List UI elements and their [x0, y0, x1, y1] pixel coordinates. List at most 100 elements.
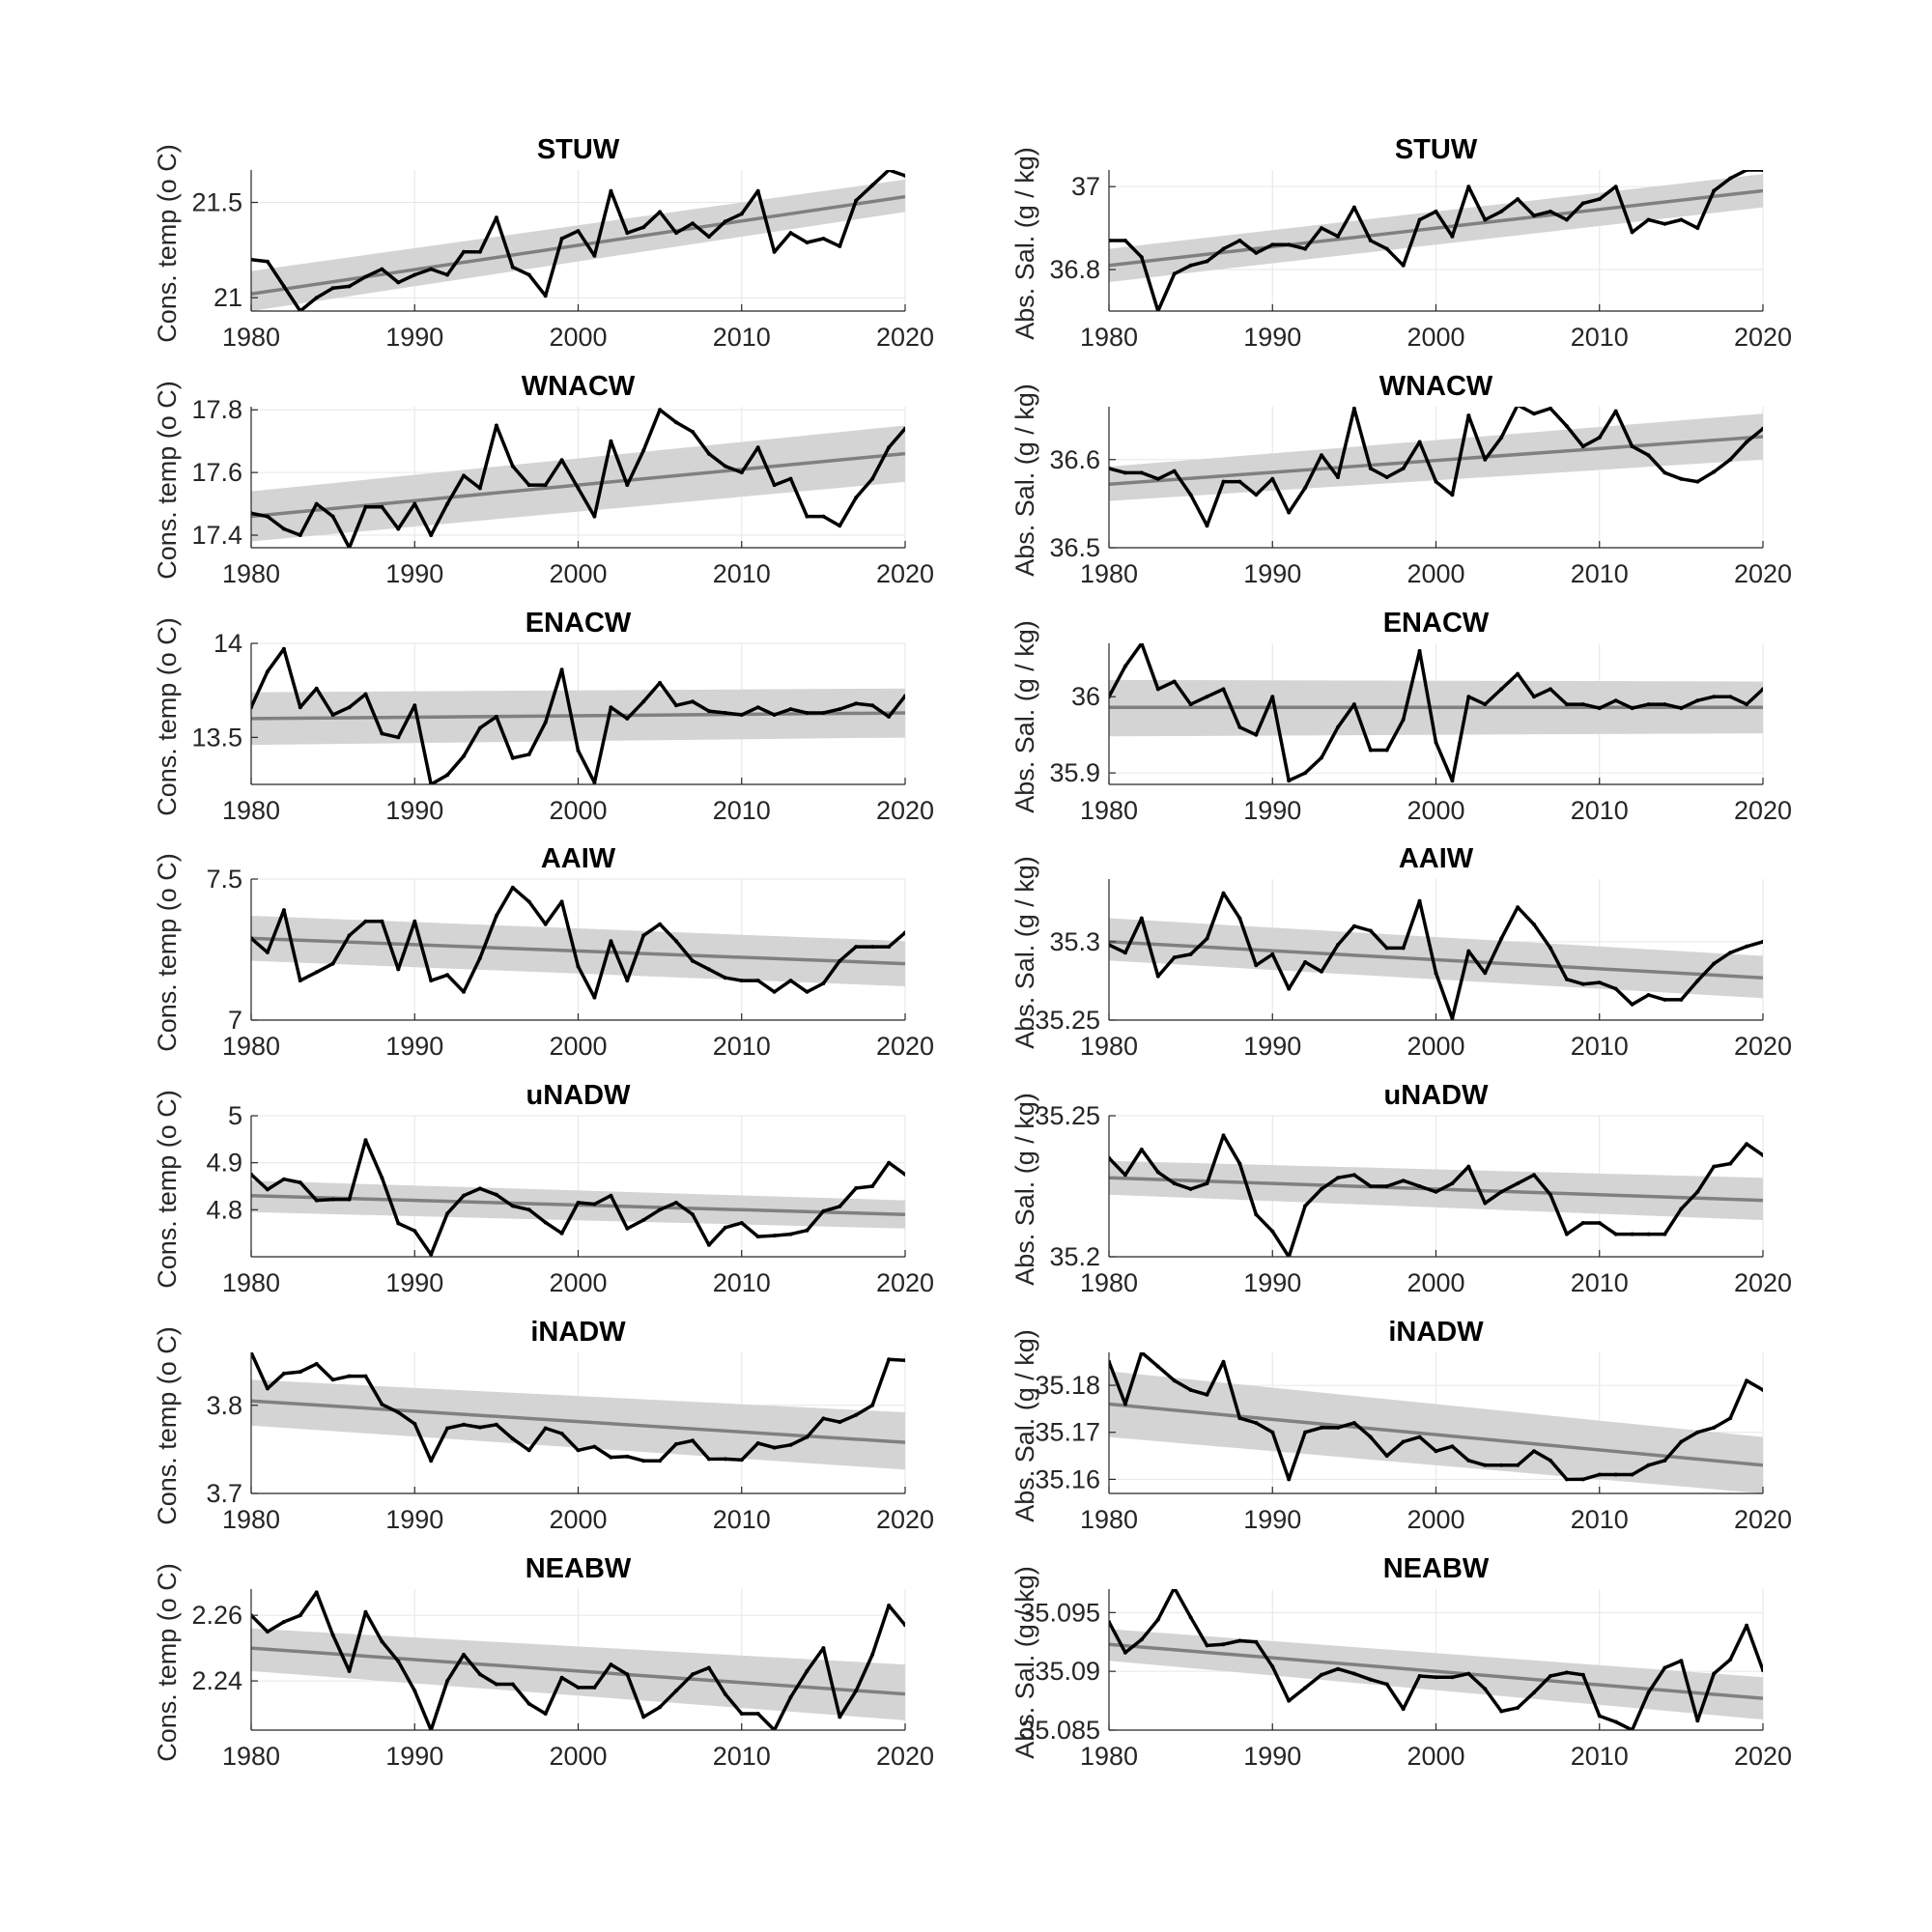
data-point	[314, 1590, 319, 1595]
y-tick-label: 35.3	[1049, 927, 1100, 956]
data-point	[526, 1448, 531, 1453]
data-point	[1483, 702, 1488, 707]
panel-title: AAIW	[541, 843, 616, 874]
data-point	[462, 1422, 466, 1427]
data-point	[1712, 1671, 1717, 1676]
y-tick-label: 36	[1071, 682, 1100, 711]
data-point	[330, 961, 335, 966]
data-point	[1450, 779, 1455, 783]
data-point	[429, 267, 434, 271]
data-point	[1368, 1435, 1373, 1439]
data-point	[1580, 444, 1585, 449]
data-point	[691, 1212, 695, 1217]
data-point	[691, 699, 695, 704]
data-point	[641, 1715, 646, 1719]
x-tick-label: 2000	[1406, 559, 1464, 588]
x-tick-label: 1990	[1243, 323, 1301, 352]
x-tick-label: 2010	[713, 1032, 771, 1061]
data-point	[1662, 997, 1667, 1002]
chart-panel: 1980 1990 2000 2010 2020 7 7.5 AAIW Cons. temp (…	[153, 843, 934, 1061]
data-point	[821, 1416, 826, 1421]
data-point	[1516, 1181, 1520, 1186]
data-point	[1303, 960, 1308, 964]
y-tick-label: 17.8	[191, 395, 242, 424]
y-tick-label: 36.6	[1049, 445, 1100, 474]
data-point	[1254, 1639, 1259, 1644]
data-point	[658, 680, 663, 685]
data-point	[1237, 479, 1242, 484]
y-axis-label: Abs. Sal. (g / kg)	[1010, 147, 1039, 340]
data-point	[380, 267, 384, 271]
x-tick-label: 1990	[1243, 559, 1301, 588]
y-axis-label: Cons. temp (o C)	[153, 144, 182, 343]
data-point	[1434, 971, 1438, 976]
data-point	[1597, 706, 1602, 711]
data-point	[462, 1652, 466, 1657]
data-point	[592, 514, 597, 519]
data-point	[510, 1204, 515, 1208]
data-point	[1532, 1173, 1536, 1178]
data-point	[412, 1229, 417, 1234]
data-point	[609, 939, 613, 944]
x-tick-label: 2010	[713, 796, 771, 825]
data-point	[739, 212, 744, 216]
data-point	[298, 979, 302, 983]
data-point	[1483, 457, 1488, 462]
data-point	[1188, 1615, 1193, 1620]
data-point	[691, 430, 695, 434]
data-point	[625, 1672, 630, 1677]
data-point	[543, 1712, 548, 1716]
data-point	[1434, 740, 1438, 745]
data-point	[1761, 1668, 1763, 1672]
data-point	[1532, 1690, 1536, 1695]
data-point	[429, 533, 434, 537]
data-point	[281, 646, 286, 651]
x-tick-label: 1990	[385, 1742, 443, 1771]
data-point	[1532, 695, 1536, 699]
x-tick-label: 1980	[1080, 1505, 1138, 1534]
data-point	[1303, 771, 1308, 776]
data-point	[1221, 687, 1226, 692]
data-point	[1499, 1709, 1504, 1714]
data-point	[1172, 271, 1177, 276]
data-point	[445, 973, 450, 978]
x-tick-label: 2010	[1571, 796, 1629, 825]
data-point	[772, 1445, 777, 1450]
data-point	[674, 703, 678, 708]
chart-panel: 1980 1990 2000 2010 2020 35.085 35.09 35.095 NEA…	[1010, 1553, 1792, 1771]
data-point	[1155, 1170, 1160, 1175]
data-point	[755, 705, 760, 710]
data-point	[1237, 724, 1242, 729]
data-point	[1287, 510, 1292, 515]
data-point	[1745, 944, 1749, 949]
data-point	[1401, 717, 1406, 722]
data-point	[1417, 217, 1422, 222]
data-point	[1679, 1659, 1684, 1663]
x-tick-label: 1980	[222, 1032, 280, 1061]
x-tick-label: 2000	[1406, 323, 1464, 352]
data-point	[838, 1715, 842, 1719]
data-point	[1320, 1425, 1323, 1430]
data-point	[1270, 1664, 1275, 1669]
data-point	[821, 514, 826, 519]
data-point	[1597, 197, 1602, 202]
data-point	[298, 533, 302, 537]
data-point	[1499, 1463, 1504, 1467]
confidence-band	[251, 1379, 905, 1470]
x-tick-label: 2020	[876, 559, 934, 588]
data-point	[265, 1187, 270, 1192]
data-point	[396, 967, 401, 972]
x-tick-label: 1980	[222, 559, 280, 588]
x-tick-label: 2000	[549, 1032, 607, 1061]
data-point	[755, 1712, 760, 1716]
confidence-band	[1109, 1629, 1763, 1720]
data-point	[1646, 217, 1651, 222]
data-point	[1646, 453, 1651, 458]
x-tick-label: 2020	[1734, 1742, 1792, 1771]
data-point	[1613, 185, 1618, 189]
data-point	[821, 1646, 826, 1651]
data-point	[788, 1442, 793, 1447]
data-point	[592, 995, 597, 1000]
data-point	[314, 970, 319, 975]
x-tick-label: 2020	[876, 1268, 934, 1297]
